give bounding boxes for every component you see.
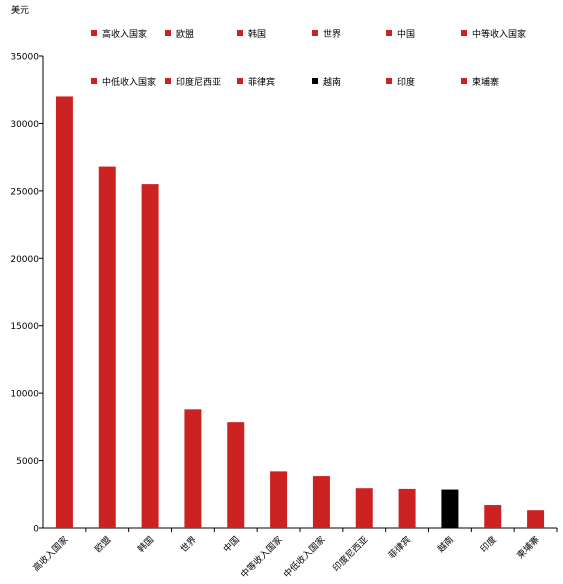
x-tick-label: 越南 [435,534,456,555]
legend-swatch [461,78,467,84]
x-tick-label: 印度 [478,534,499,555]
bar [484,505,502,528]
legend-swatch [91,30,97,36]
x-tick-label: 中低收入国家 [281,534,328,581]
y-tick-label: 20000 [10,255,39,265]
bar [55,96,73,528]
legend-label: 印度尼西亚 [176,76,221,88]
legend-label: 中低收入国家 [102,76,156,88]
legend-swatch [237,30,243,36]
bar [184,409,202,528]
legend-swatch [386,30,392,36]
legend-label: 印度 [397,76,415,88]
bar [398,488,416,528]
legend-label: 欧盟 [176,28,194,40]
legend-label: 韩国 [248,28,266,40]
bar [312,476,330,528]
legend-label: 中国 [397,28,415,40]
legend-label: 柬埔寨 [472,76,499,88]
y-tick-label: 15000 [10,322,39,332]
y-tick-label: 0 [33,525,39,535]
legend-label: 中等收入国家 [472,28,526,40]
legend-swatch [461,30,467,36]
x-tick-label: 欧盟 [92,534,113,555]
y-tick-label: 35000 [10,53,39,63]
legend-swatch [237,78,243,84]
bar [270,471,288,528]
x-tick-label: 印度尼西亚 [330,534,370,574]
bar [141,184,159,528]
legend-label: 高收入国家 [102,28,147,40]
x-tick-label: 中国 [221,534,242,555]
x-tick-label: 中等收入国家 [238,534,285,581]
x-tick-label: 高收入国家 [30,534,70,574]
legend-swatch [386,78,392,84]
legend-label: 菲律宾 [248,76,275,88]
bar [98,166,116,528]
x-tick-label: 世界 [178,534,199,555]
legend-swatch [165,30,171,36]
legend-label: 世界 [323,28,341,40]
legend-swatch [312,78,318,84]
y-tick-label: 10000 [10,390,39,400]
y-tick-label: 25000 [10,187,39,197]
bar [355,488,373,528]
x-tick-label: 柬埔寨 [514,534,542,562]
legend-swatch [312,30,318,36]
bar [227,422,245,528]
x-tick-label: 韩国 [135,534,156,555]
y-axis-unit-label: 美元 [11,6,30,16]
legend-swatch [91,78,97,84]
y-tick-label: 30000 [10,120,39,130]
bar [441,489,459,528]
legend-swatch [165,78,171,84]
bar [527,510,545,528]
legend-label: 越南 [323,76,341,88]
y-tick-label: 5000 [16,457,39,467]
x-tick-label: 菲律宾 [386,534,414,562]
